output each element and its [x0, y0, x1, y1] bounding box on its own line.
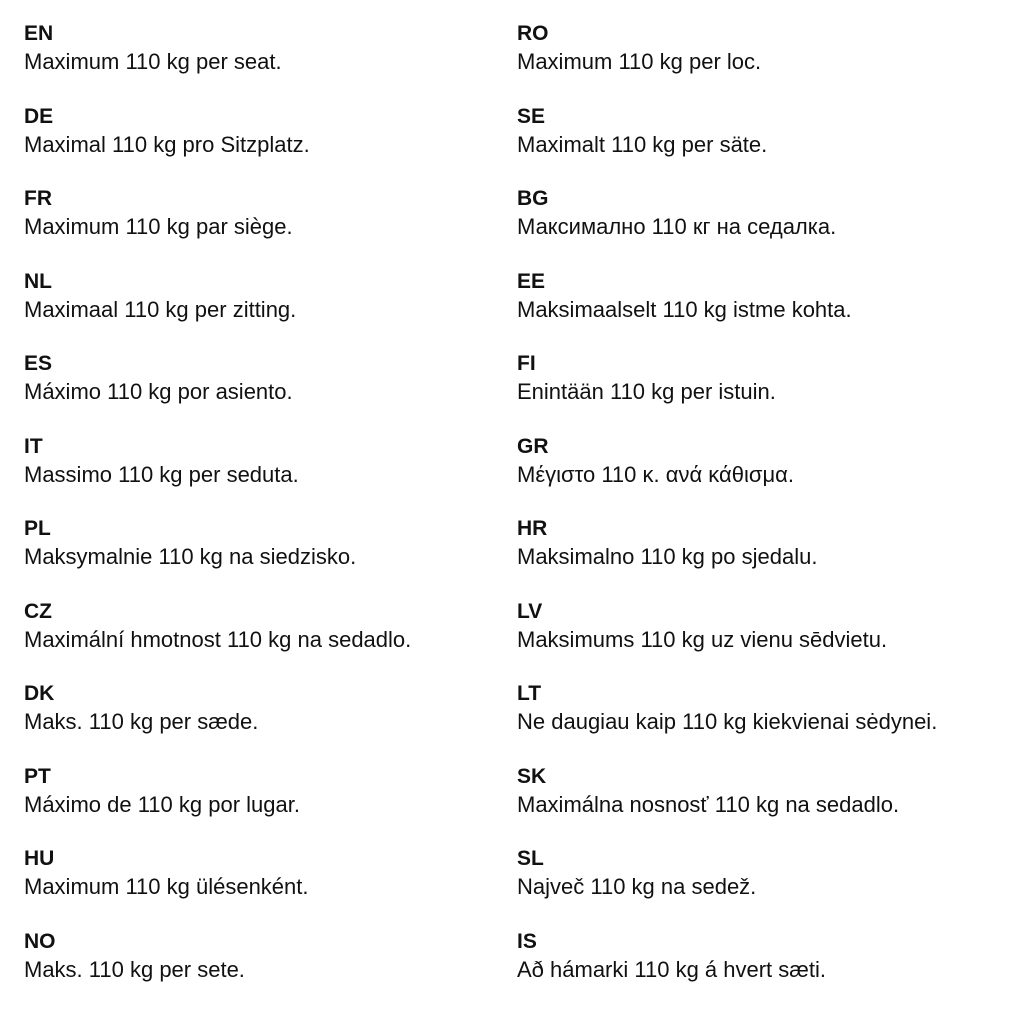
- weight-limit-text: Máximo 110 kg por asiento.: [24, 379, 293, 404]
- language-entry: NO Maks. 110 kg per sete.: [24, 928, 411, 1011]
- language-entry: FI Enintään 110 kg per istuin.: [517, 350, 937, 433]
- language-code: FI: [517, 352, 536, 375]
- language-entry: LV Maksimums 110 kg uz vienu sēdvietu.: [517, 598, 937, 681]
- language-entry: BG Максимално 110 кг на седалка.: [517, 185, 937, 268]
- language-code: FR: [24, 187, 52, 210]
- language-code: CZ: [24, 599, 52, 623]
- language-code: IS: [517, 929, 537, 953]
- language-entry: CZ Maximální hmotnost 110 kg na sedadlo.: [24, 598, 411, 681]
- language-entry: HU Maximum 110 kg ülésenként.: [24, 845, 411, 928]
- weight-limit-text: Maximální hmotnost 110 kg na sedadlo.: [24, 626, 412, 652]
- weight-limit-text: Največ 110 kg na sedež.: [517, 874, 757, 899]
- language-entry: NL Maximaal 110 kg per zitting.: [24, 268, 411, 351]
- language-code: IT: [24, 434, 43, 458]
- language-code: RO: [517, 22, 549, 45]
- language-code: HR: [517, 517, 548, 540]
- language-entry: IT Massimo 110 kg per seduta.: [24, 433, 411, 516]
- language-code: EN: [24, 22, 54, 45]
- language-code: DE: [24, 104, 54, 128]
- language-entry: ES Máximo 110 kg por asiento.: [24, 350, 411, 433]
- language-code: LV: [517, 599, 543, 623]
- weight-limit-text: Maximum 110 kg per loc.: [517, 49, 762, 74]
- language-code: SE: [517, 104, 546, 128]
- language-entry: EN Maximum 110 kg per seat.: [24, 20, 411, 103]
- weight-limit-text: Enintään 110 kg per istuin.: [517, 379, 776, 404]
- language-code: ES: [24, 352, 53, 375]
- weight-limit-text: Að hámarki 110 kg á hvert sæti.: [517, 956, 826, 982]
- language-entry: FR Maximum 110 kg par siège.: [24, 185, 411, 268]
- language-code: HU: [24, 847, 55, 870]
- language-entry: RO Maximum 110 kg per loc.: [517, 20, 937, 103]
- language-entry: EE Maksimaalselt 110 kg istme kohta.: [517, 268, 937, 351]
- weight-limit-text: Maximaal 110 kg per zitting.: [24, 296, 297, 322]
- left-column: EN Maximum 110 kg per seat. DE Maximal 110 …: [24, 20, 411, 1010]
- language-entry: SK Maximálna nosnosť 110 kg na sedadlo.: [517, 763, 937, 846]
- weight-limit-text: Maksimalno 110 kg po sjedalu.: [517, 544, 818, 569]
- weight-limit-text: Μέγιστο 110 κ. ανά κάθισμα.: [517, 461, 794, 487]
- language-entry: IS Að hámarki 110 kg á hvert sæti.: [517, 928, 937, 1011]
- language-code: BG: [517, 187, 549, 210]
- right-column: RO Maximum 110 kg per loc. SE Maximalt 110 …: [517, 20, 937, 1010]
- weight-limit-text: Maximálna nosnosť 110 kg na sedadlo.: [517, 791, 900, 817]
- language-entry: PL Maksymalnie 110 kg na siedzisko.: [24, 515, 411, 598]
- weight-limit-text: Maksimaalselt 110 kg istme kohta.: [517, 296, 852, 322]
- language-code: GR: [517, 434, 549, 458]
- language-code: NL: [24, 269, 52, 293]
- language-entry: PT Máximo de 110 kg por lugar.: [24, 763, 411, 846]
- weight-limit-text: Maksimums 110 kg uz vienu sēdvietu.: [517, 626, 888, 652]
- language-code: SK: [517, 764, 547, 788]
- language-entry: SL Največ 110 kg na sedež.: [517, 845, 937, 928]
- language-code: LT: [517, 682, 542, 705]
- language-code: DK: [24, 682, 55, 705]
- language-entry: DK Maks. 110 kg per sæde.: [24, 680, 411, 763]
- weight-limit-text: Massimo 110 kg per seduta.: [24, 461, 299, 487]
- language-entry: GR Μέγιστο 110 κ. ανά κάθισμα.: [517, 433, 937, 516]
- language-entry: SE Maximalt 110 kg per säte.: [517, 103, 937, 186]
- weight-limit-text: Maks. 110 kg per sete.: [24, 956, 245, 982]
- language-code: NO: [24, 929, 56, 953]
- weight-limit-text: Maximum 110 kg ülésenként.: [24, 874, 309, 899]
- weight-limit-text: Maks. 110 kg per sæde.: [24, 709, 259, 734]
- weight-limit-text: Maximal 110 kg pro Sitzplatz.: [24, 131, 310, 157]
- weight-limit-text: Maximum 110 kg per seat.: [24, 49, 282, 74]
- weight-limit-text: Maximalt 110 kg per säte.: [517, 131, 768, 157]
- language-entry: LT Ne daugiau kaip 110 kg kiekvienai sėdy…: [517, 680, 937, 763]
- weight-limit-text: Максимално 110 кг на седалка.: [517, 214, 837, 239]
- language-code: PT: [24, 764, 51, 788]
- language-entry: DE Maximal 110 kg pro Sitzplatz.: [24, 103, 411, 186]
- weight-limit-text: Maksymalnie 110 kg na siedzisko.: [24, 544, 357, 569]
- language-code: SL: [517, 847, 544, 870]
- language-code: EE: [517, 269, 546, 293]
- weight-limit-text: Máximo de 110 kg por lugar.: [24, 791, 300, 817]
- weight-limit-text: Maximum 110 kg par siège.: [24, 214, 293, 239]
- language-entry: HR Maksimalno 110 kg po sjedalu.: [517, 515, 937, 598]
- language-code: PL: [24, 517, 51, 540]
- weight-limit-text: Ne daugiau kaip 110 kg kiekvienai sėdyne…: [517, 709, 938, 734]
